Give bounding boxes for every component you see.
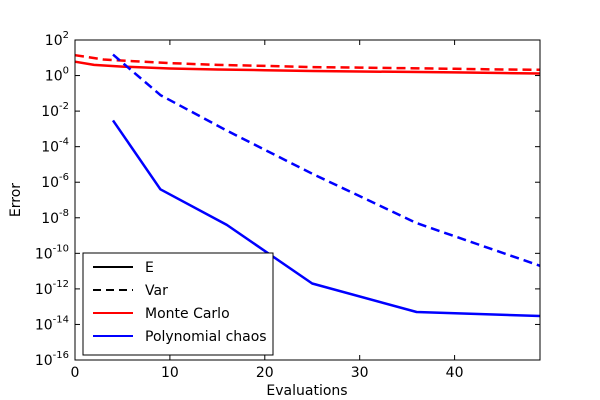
y-tick-label: 10-2 (41, 101, 69, 120)
y-tick-label: 10-16 (35, 350, 69, 369)
y-tick-label: 10-8 (41, 208, 69, 227)
y-tick-label: 10-14 (35, 314, 69, 333)
y-tick-label: 102 (45, 30, 69, 49)
y-tick-label: 10-6 (41, 172, 69, 191)
legend-label: Monte Carlo (145, 306, 230, 322)
y-tick-label: 10-10 (35, 243, 69, 262)
legend-label: E (145, 260, 154, 276)
legend-box (82, 252, 274, 356)
y-tick-label: 10-4 (41, 137, 69, 156)
polynomial-chaos-var-line (112, 53, 541, 267)
x-tick-label: 10 (161, 365, 179, 381)
legend: E Var Monte Carlo Polynomial chaos (82, 252, 274, 356)
monte-carlo-e-line (74, 60, 541, 75)
x-tick-label: 0 (71, 365, 80, 381)
x-tick-label: 30 (351, 365, 369, 381)
monte-carlo-var-line (74, 53, 541, 72)
legend-label: Polynomial chaos (145, 329, 267, 345)
x-tick-label: 40 (446, 365, 464, 381)
x-axis-label: Evaluations (266, 383, 347, 399)
plot-frame (74, 39, 541, 361)
legend-label: Var (145, 283, 168, 299)
y-tick-label: 100 (45, 66, 69, 85)
y-axis-label: Error (8, 183, 24, 217)
y-tick-label: 10-12 (35, 279, 69, 298)
ticks-layer: 0 10 20 30 40 10-16 10-14 10-12 10-10 10-8 10-6 10-… (35, 30, 540, 381)
x-tick-label: 20 (256, 365, 274, 381)
